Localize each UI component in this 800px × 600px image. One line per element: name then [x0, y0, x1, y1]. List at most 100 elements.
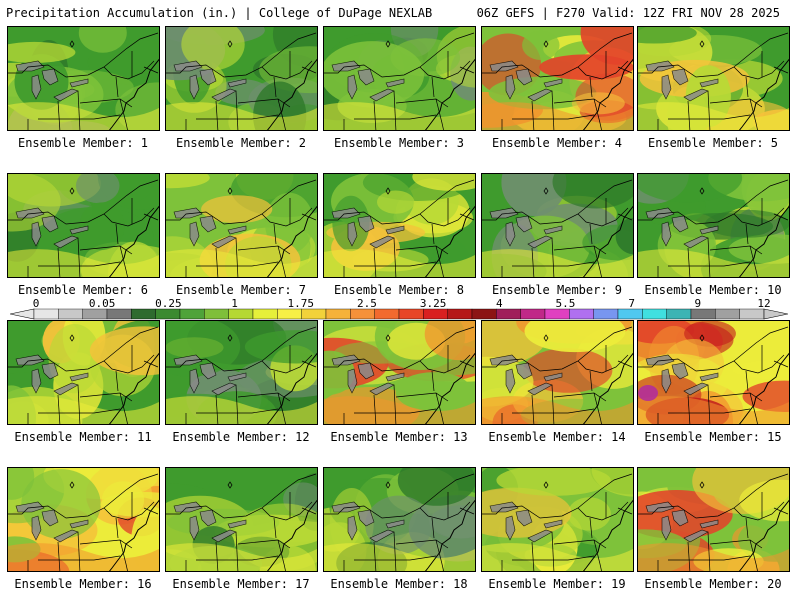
- ensemble-map-panel: [7, 26, 160, 131]
- ensemble-member-caption: Ensemble Member: 5: [647, 136, 779, 150]
- ensemble-member-caption: Ensemble Member: 15: [644, 430, 782, 444]
- ensemble-map-panel: [165, 173, 318, 278]
- colorbar-tick-label: 1: [231, 297, 238, 310]
- ensemble-map-panel: [323, 320, 476, 425]
- precip-map: [8, 321, 159, 424]
- precip-map: [324, 174, 475, 277]
- colorbar-left-arrow: [10, 308, 35, 320]
- colorbar-segment: [374, 308, 400, 320]
- precip-map: [482, 174, 633, 277]
- colorbar-segment: [301, 308, 327, 320]
- colorbar-tick-label: 1.75: [287, 297, 314, 310]
- precip-map: [324, 321, 475, 424]
- colorbar-segment: [666, 308, 692, 320]
- ensemble-member-caption: Ensemble Member: 1: [17, 136, 149, 150]
- colorbar-segment: [423, 308, 448, 320]
- precip-map: [8, 468, 159, 571]
- precip-map: [8, 27, 159, 130]
- ensemble-map-panel: [323, 173, 476, 278]
- ensemble-member-caption: Ensemble Member: 10: [644, 283, 782, 297]
- colorbar-segment: [471, 308, 497, 320]
- colorbar-segment: [325, 308, 351, 320]
- precip-map: [638, 174, 789, 277]
- ensemble-member-caption: Ensemble Member: 14: [488, 430, 626, 444]
- colorbar-tick-label: 12: [757, 297, 771, 310]
- colorbar-right-arrow: [763, 308, 788, 320]
- colorbar-segment: [204, 308, 229, 320]
- precip-map: [482, 468, 633, 571]
- colorbar-segment: [252, 308, 278, 320]
- ensemble-map-panel: [637, 467, 790, 572]
- colorbar-tick-label: 3.25: [419, 297, 447, 310]
- colorbar-segment: [617, 308, 643, 320]
- ensemble-member-caption: Ensemble Member: 3: [333, 136, 465, 150]
- colorbar-segment: [58, 308, 83, 320]
- colorbar-segment: [520, 308, 546, 320]
- precip-map: [166, 174, 317, 277]
- ensemble-map-panel: [637, 320, 790, 425]
- ensemble-member-caption: Ensemble Member: 6: [17, 283, 149, 297]
- precip-map: [638, 27, 789, 130]
- ensemble-member-caption: Ensemble Member: 2: [175, 136, 307, 150]
- ensemble-map-panel: [481, 467, 634, 572]
- ensemble-map-panel: [7, 467, 160, 572]
- ensemble-map-panel: [7, 320, 160, 425]
- precip-map: [166, 468, 317, 571]
- colorbar-tick-label: 0: [32, 297, 40, 310]
- precip-map: [638, 468, 789, 571]
- ensemble-map-panel: [323, 467, 476, 572]
- ensemble-member-caption: Ensemble Member: 12: [172, 430, 310, 444]
- colorbar-segment: [569, 308, 594, 320]
- ensemble-member-caption: Ensemble Member: 8: [333, 283, 465, 297]
- precip-map: [166, 321, 317, 424]
- colorbar-tick-label: 0.05: [88, 297, 116, 310]
- ensemble-member-caption: Ensemble Member: 16: [14, 577, 152, 591]
- colorbar-segment: [131, 308, 156, 320]
- precip-map: [324, 468, 475, 571]
- ensemble-member-caption: Ensemble Member: 9: [491, 283, 623, 297]
- valid-time-title: 06Z GEFS | F270 Valid: 12Z FRI NOV 28 20…: [476, 6, 780, 20]
- precip-map: [324, 27, 475, 130]
- ensemble-member-caption: Ensemble Member: 20: [644, 577, 782, 591]
- colorbar-segment: [277, 308, 302, 320]
- ensemble-member-caption: Ensemble Member: 7: [175, 283, 307, 297]
- ensemble-map-panel: [7, 173, 160, 278]
- colorbar-segment: [33, 308, 59, 320]
- ensemble-map-panel: [165, 467, 318, 572]
- ensemble-member-caption: Ensemble Member: 11: [14, 430, 152, 444]
- colorbar-segment: [593, 308, 619, 320]
- precip-map: [8, 174, 159, 277]
- colorbar-segment: [739, 308, 765, 320]
- ensemble-map-panel: [481, 173, 634, 278]
- ensemble-map-panel: [165, 320, 318, 425]
- ensemble-member-caption: Ensemble Member: 13: [330, 430, 468, 444]
- colorbar-segment: [398, 308, 424, 320]
- precip-map: [166, 27, 317, 130]
- ensemble-map-panel: [165, 26, 318, 131]
- precip-map: [482, 27, 633, 130]
- colorbar-segment: [715, 308, 740, 320]
- ensemble-map-panel: [637, 26, 790, 131]
- ensemble-map-panel: [481, 320, 634, 425]
- colorbar-segment: [350, 308, 375, 320]
- precip-map: [638, 321, 789, 424]
- colorbar-segment: [447, 308, 473, 320]
- colorbar-tick-label: 4: [495, 297, 503, 310]
- precip-map: [482, 321, 633, 424]
- colorbar-tick-label: 2.5: [356, 297, 377, 310]
- precipitation-colorbar: [10, 308, 788, 320]
- colorbar-segment: [642, 308, 667, 320]
- colorbar-segment: [155, 308, 181, 320]
- colorbar-segment: [228, 308, 254, 320]
- colorbar-segment: [544, 308, 570, 320]
- ensemble-member-caption: Ensemble Member: 17: [172, 577, 310, 591]
- ensemble-member-caption: Ensemble Member: 4: [491, 136, 623, 150]
- colorbar-tick-label: 0.25: [155, 297, 182, 310]
- colorbar-segment: [82, 308, 108, 320]
- colorbar-segment: [496, 308, 521, 320]
- ensemble-member-caption: Ensemble Member: 18: [330, 577, 468, 591]
- ensemble-map-panel: [637, 173, 790, 278]
- ensemble-map-panel: [323, 26, 476, 131]
- colorbar-segment: [106, 308, 132, 320]
- colorbar-segment: [179, 308, 205, 320]
